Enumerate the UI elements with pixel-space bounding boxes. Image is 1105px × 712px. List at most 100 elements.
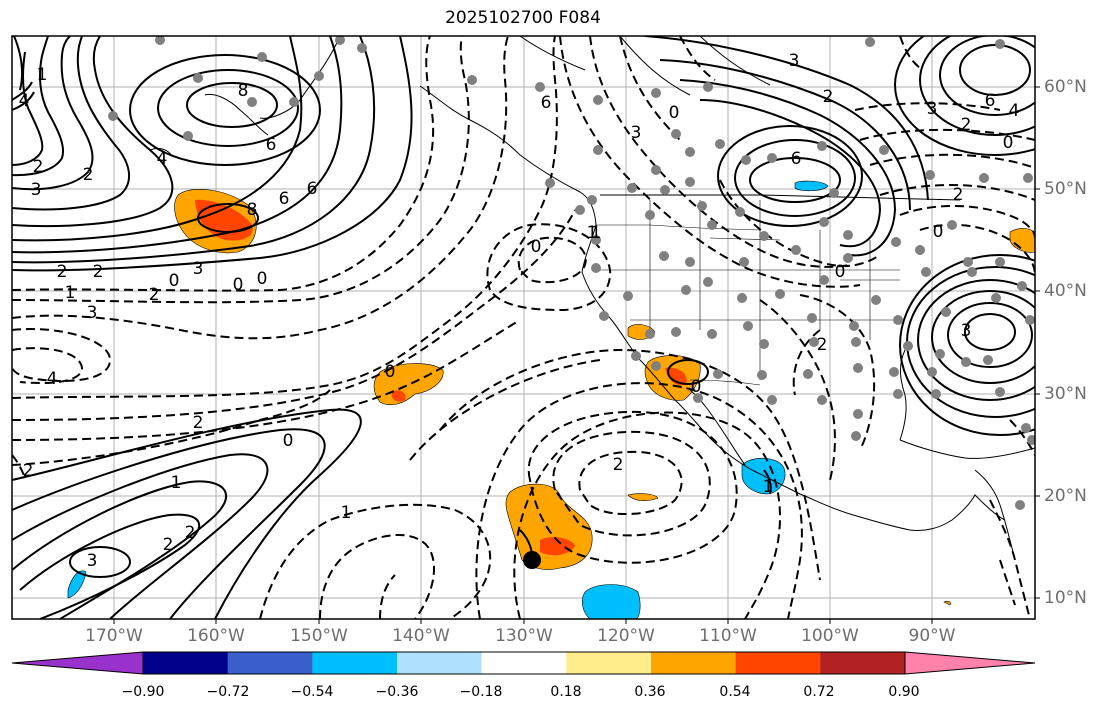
contour-label: 0 <box>233 275 244 295</box>
lat-label: 50°N <box>1044 179 1087 199</box>
lat-label: 60°N <box>1044 77 1087 97</box>
contour-label: 3 <box>31 180 42 200</box>
colorbar-segment <box>312 652 398 674</box>
tc-marker <box>523 551 541 569</box>
contour-label: 6 <box>307 179 318 199</box>
contour-label: 0 <box>257 269 268 289</box>
contour-label: 4 <box>157 149 168 169</box>
contour-label: 1 <box>763 477 774 497</box>
plot-title: 2025102700 F084 <box>445 8 601 28</box>
contour-label: 2 <box>23 461 34 481</box>
contour-label: 1 <box>591 223 602 243</box>
contour-label: 2 <box>93 262 104 282</box>
lon-label: 140°W <box>392 626 450 646</box>
state-borders <box>596 200 900 386</box>
colorbar-segment <box>820 652 906 674</box>
colorbar-segment <box>397 652 483 674</box>
lat-label: 30°N <box>1044 384 1087 404</box>
contour-label: 0 <box>1003 133 1014 153</box>
grid-lines <box>12 36 1035 619</box>
contour-label: 0 <box>691 377 702 397</box>
contour-label: 8 <box>247 200 258 220</box>
contour-label: 2 <box>185 523 196 543</box>
contour-label: 2 <box>613 455 624 475</box>
contour-label: 0 <box>385 362 396 382</box>
colorbar-tick-label: 0.36 <box>634 684 666 700</box>
contour-label-group: 1 8 6 2 2 3 4 6 8 6 4 3 0 2 2 0 1 3 2 0 … <box>19 51 1020 571</box>
colorbar-segment <box>481 652 567 674</box>
contour-label: 0 <box>169 271 180 291</box>
contour-label: 1 <box>587 223 598 243</box>
colorbar-extend-low <box>12 652 143 674</box>
coastlines <box>149 36 1035 561</box>
lat-label: 10°N <box>1044 588 1087 608</box>
colorbar-tick-label: −0.18 <box>459 684 503 700</box>
colorbar-segment <box>735 652 821 674</box>
contour-label: 2 <box>817 335 828 355</box>
contour-label: 4 <box>1009 101 1020 121</box>
contour-label: 2 <box>193 413 204 433</box>
contour-label: 3 <box>789 51 800 71</box>
lon-label: 120°W <box>597 626 655 646</box>
colorbar-segment <box>143 652 229 674</box>
solid-contours <box>12 36 1035 619</box>
contour-label: 2 <box>953 185 964 205</box>
contour-label: 2 <box>163 535 174 555</box>
lon-label: 160°W <box>187 626 245 646</box>
contour-label: 6 <box>279 189 290 209</box>
contour-label: 1 <box>65 283 76 303</box>
contour-label: 3 <box>927 99 938 119</box>
contour-label: 3 <box>193 259 204 279</box>
contour-label: 0 <box>933 222 944 242</box>
contour-label: 0 <box>531 237 542 257</box>
contour-label: 3 <box>961 321 972 341</box>
colorbar-tick-label: 0.54 <box>719 684 751 700</box>
colorbar-tick-label: −0.36 <box>375 684 419 700</box>
contour-label: 6 <box>985 91 996 111</box>
contour-label: 3 <box>87 303 98 323</box>
contour-label: 4 <box>47 369 58 389</box>
map-plot: 1 8 6 2 2 3 4 6 8 6 4 3 0 2 2 0 1 3 2 0 … <box>11 35 1040 624</box>
contour-label: 3 <box>631 123 642 143</box>
colorbar-tick-label: 0.18 <box>550 684 582 700</box>
dashed-contours <box>12 36 1035 619</box>
colorbar-tick-label: 0.90 <box>888 684 920 700</box>
colorbar-segment <box>227 652 313 674</box>
colorbar-tick-label: −0.54 <box>290 684 334 700</box>
contour-label: 8 <box>238 81 249 101</box>
contour-label: 0 <box>283 431 294 451</box>
lat-label: 40°N <box>1044 281 1087 301</box>
contour-label: 0 <box>835 262 846 282</box>
contour-label: 3 <box>87 551 98 571</box>
contour-label: 1 <box>341 503 352 523</box>
contour-label: 2 <box>83 165 94 185</box>
lon-label: 90°W <box>908 626 956 646</box>
contour-label: 6 <box>541 93 552 113</box>
contour-label: 6 <box>791 149 802 169</box>
contour-label: 2 <box>33 157 44 177</box>
shaded-areas <box>67 180 1035 619</box>
colorbar-segment <box>651 652 737 674</box>
colorbar-extend-high <box>905 652 1035 674</box>
lon-label: 110°W <box>699 626 757 646</box>
contour-label: 6 <box>266 135 277 155</box>
lon-label: 150°W <box>290 626 348 646</box>
lon-label: 130°W <box>495 626 553 646</box>
contour-label: 1 <box>171 473 182 493</box>
lon-label: 100°W <box>801 626 859 646</box>
contour-label: 2 <box>149 285 160 305</box>
station-dots <box>108 36 1035 510</box>
contour-label: 2 <box>823 87 834 107</box>
contour-label: 2 <box>961 115 972 135</box>
colorbar-tick-label: 0.72 <box>803 684 835 700</box>
colorbar-tick-label: −0.72 <box>206 684 250 700</box>
contour-label: 0 <box>669 103 680 123</box>
contour-label: 4 <box>19 91 30 111</box>
contour-label: 2 <box>57 262 68 282</box>
lat-label: 20°N <box>1044 486 1087 506</box>
colorbar-tick-label: −0.90 <box>121 684 165 700</box>
colorbar-segment <box>566 652 652 674</box>
colorbar <box>11 651 1036 675</box>
contour-label: 1 <box>37 65 48 85</box>
lon-label: 170°W <box>85 626 143 646</box>
